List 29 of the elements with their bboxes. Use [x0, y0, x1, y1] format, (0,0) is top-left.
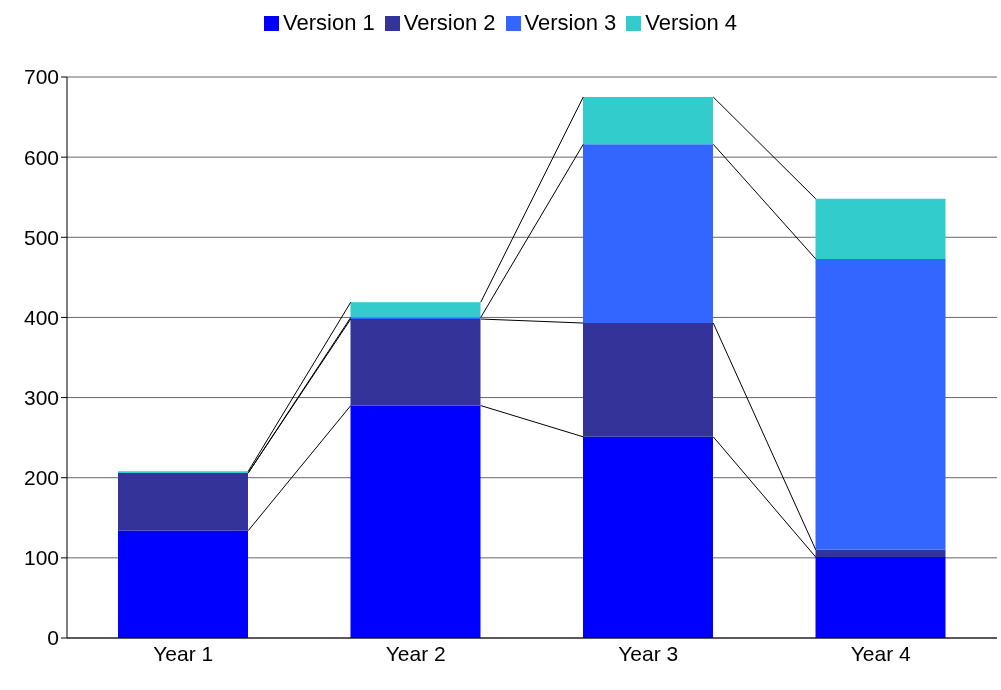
legend-label: Version 2 — [403, 9, 496, 37]
y-tick-label: 0 — [47, 626, 59, 650]
y-tick-label: 200 — [23, 466, 59, 490]
y-tick-label: 100 — [23, 546, 59, 570]
y-tick-label: 500 — [23, 225, 59, 249]
x-tick-label: Year 4 — [850, 641, 912, 665]
bar — [815, 198, 946, 259]
x-tick-label: Year 3 — [618, 641, 679, 665]
bar — [350, 302, 481, 318]
bar — [815, 557, 946, 638]
y-tick-label: 600 — [23, 145, 59, 169]
y-tick-label: 300 — [23, 386, 59, 410]
bar — [815, 549, 946, 558]
bar — [350, 319, 481, 406]
legend-label: Version 1 — [283, 9, 375, 37]
legend-label: Version 4 — [645, 9, 737, 37]
y-tick-label: 400 — [23, 305, 59, 329]
bar — [350, 405, 481, 638]
bar — [815, 258, 946, 550]
bar — [583, 436, 713, 638]
bar — [583, 323, 713, 437]
y-tick-label: 700 — [23, 65, 59, 89]
bar — [118, 530, 248, 638]
bar — [583, 144, 713, 324]
x-tick-label: Year 1 — [153, 641, 214, 665]
bar — [118, 472, 248, 531]
legend-label: Version 3 — [524, 9, 617, 37]
x-tick-label: Year 2 — [385, 641, 446, 665]
bar — [583, 97, 713, 145]
